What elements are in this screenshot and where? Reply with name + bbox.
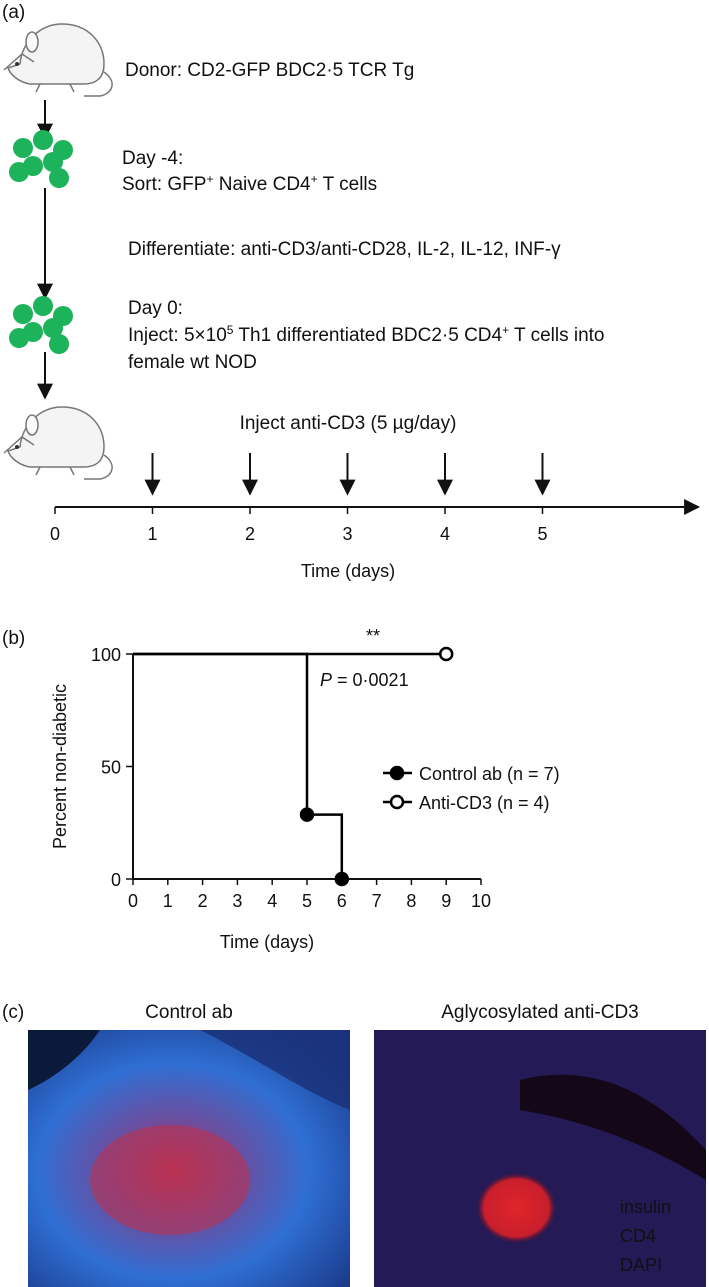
micrograph — [374, 1030, 706, 1287]
text-run: T cells — [318, 174, 378, 195]
image-title: Aglycosylated anti-CD3 — [441, 1002, 638, 1023]
x-tick-label: 5 — [302, 891, 312, 911]
mouse-icon — [3, 406, 113, 480]
text-run: Th1 differentiated BDC2·5 CD4 — [233, 325, 502, 346]
superscript: 5 — [227, 323, 234, 337]
donor: Donor: CD2-GFP BDC2·5 TCR Tg — [125, 60, 414, 81]
text-run: T cells into — [509, 325, 604, 346]
axis-title: Percent non-diabetic — [50, 684, 70, 849]
x-tick-label: 2 — [198, 891, 208, 911]
axis-title: Time (days) — [220, 932, 314, 952]
cells-icon — [9, 130, 73, 188]
significance: ** — [366, 626, 380, 646]
superscript: + — [311, 172, 318, 186]
channel-label: DAPI — [620, 1255, 662, 1275]
x-tick-label: 9 — [441, 891, 451, 911]
x-tick-label: 0 — [128, 891, 138, 911]
channel-label: insulin — [620, 1197, 671, 1217]
legend-marker — [389, 794, 405, 810]
x-tick-label: 10 — [471, 891, 491, 911]
y-tick-label: 100 — [91, 645, 121, 665]
x-tick-label: 8 — [406, 891, 416, 911]
axis-title: Time (days) — [301, 561, 395, 581]
cells-icon — [9, 296, 73, 354]
sort: Sort: GFP+ Naive CD4+ T cells — [122, 172, 377, 195]
differentiate: Differentiate: anti-CD3/anti-CD28, IL-2,… — [128, 239, 561, 260]
text-run: Sort: GFP — [122, 174, 206, 195]
channel-legend: insulin CD4 DAPI — [620, 1197, 671, 1275]
superscript: + — [502, 323, 509, 337]
mouse-icon — [3, 23, 113, 97]
y-tick-label: 0 — [111, 870, 121, 890]
x-tick-label: 6 — [337, 891, 347, 911]
x-tick-label: 7 — [372, 891, 382, 911]
inject: Inject: 5×105 Th1 differentiated BDC2·5 … — [128, 323, 605, 346]
legend-label: Anti-CD3 (n = 4) — [419, 793, 550, 813]
superscript: + — [206, 172, 213, 186]
survival-chart: 0 50 100 0 1 2 3 4 5 6 7 8 9 10 Time (days) Percent non… — [50, 626, 560, 952]
day-label: Day -4: — [122, 148, 183, 169]
tick-label: 0 — [50, 524, 60, 544]
p-value: P = 0·0021 — [320, 670, 409, 690]
micrograph — [28, 1030, 350, 1287]
tick-label: 3 — [342, 524, 352, 544]
timeline: 0 1 2 3 4 5 Time (days) — [50, 453, 701, 581]
tick-label: 4 — [440, 524, 450, 544]
text-run: Naive CD4 — [213, 174, 311, 195]
day-label: Day 0: — [128, 298, 183, 319]
channel-label: CD4 — [620, 1226, 656, 1246]
x-tick-label: 3 — [232, 891, 242, 911]
tick-label: 2 — [245, 524, 255, 544]
data-point — [334, 871, 350, 887]
x-tick-label: 1 — [163, 891, 173, 911]
treatment: Inject anti-CD3 (5 µg/day) — [240, 413, 457, 434]
legend-label: Control ab (n = 7) — [419, 764, 560, 784]
data-point — [299, 807, 315, 822]
panel-label: (a) — [2, 2, 25, 23]
legend-marker — [389, 765, 405, 781]
y-tick-label: 50 — [101, 758, 121, 778]
recipient: female wt NOD — [128, 352, 257, 373]
text-run: Inject: 5×10 — [128, 325, 227, 346]
data-point — [438, 646, 454, 662]
panel-label: (c) — [2, 1002, 24, 1023]
x-tick-label: 4 — [267, 891, 277, 911]
image-title: Control ab — [145, 1002, 233, 1023]
p-symbol: P — [320, 670, 332, 690]
p-number: = 0·0021 — [332, 670, 409, 690]
panel-label: (b) — [2, 628, 25, 649]
survival-line — [133, 652, 344, 879]
tick-label: 1 — [147, 524, 157, 544]
tick-label: 5 — [537, 524, 547, 544]
